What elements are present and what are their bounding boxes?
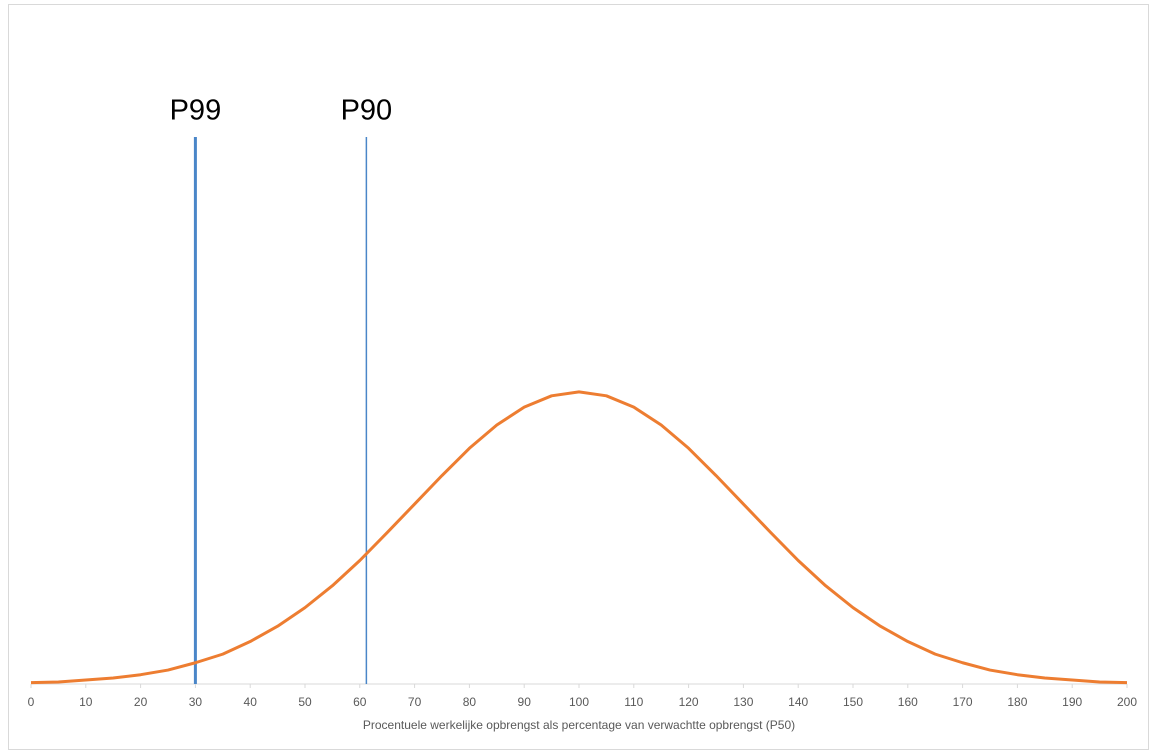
x-tick-label: 170 <box>953 695 973 709</box>
marker-label: P90 <box>341 95 393 127</box>
x-tick-label: 10 <box>79 695 93 709</box>
x-tick-label: 200 <box>1117 695 1137 709</box>
x-tick-label: 50 <box>298 695 312 709</box>
x-tick-label: 100 <box>569 695 589 709</box>
x-tick-label: 190 <box>1062 695 1082 709</box>
x-tick-label: 60 <box>353 695 367 709</box>
x-tick-label: 120 <box>679 695 699 709</box>
marker-label: P99 <box>170 95 222 127</box>
x-tick-label: 40 <box>244 695 258 709</box>
x-tick-label: 150 <box>843 695 863 709</box>
x-axis-label: Procentuele werkelijke opbrengst als per… <box>363 718 795 732</box>
series-line <box>30 390 1128 685</box>
x-tick-label: 30 <box>189 695 203 709</box>
x-tick-label: 90 <box>518 695 532 709</box>
x-tick-label: 80 <box>463 695 477 709</box>
x-tick-label: 130 <box>733 695 753 709</box>
x-tick-label: 70 <box>408 695 422 709</box>
x-tick-label: 110 <box>624 695 643 709</box>
x-tick-label: 0 <box>28 695 35 709</box>
x-tick-label: 180 <box>1007 695 1027 709</box>
chart-frame <box>8 4 1149 750</box>
x-tick-label: 20 <box>134 695 148 709</box>
x-tick-label: 160 <box>898 695 918 709</box>
x-tick-label: 140 <box>788 695 808 709</box>
